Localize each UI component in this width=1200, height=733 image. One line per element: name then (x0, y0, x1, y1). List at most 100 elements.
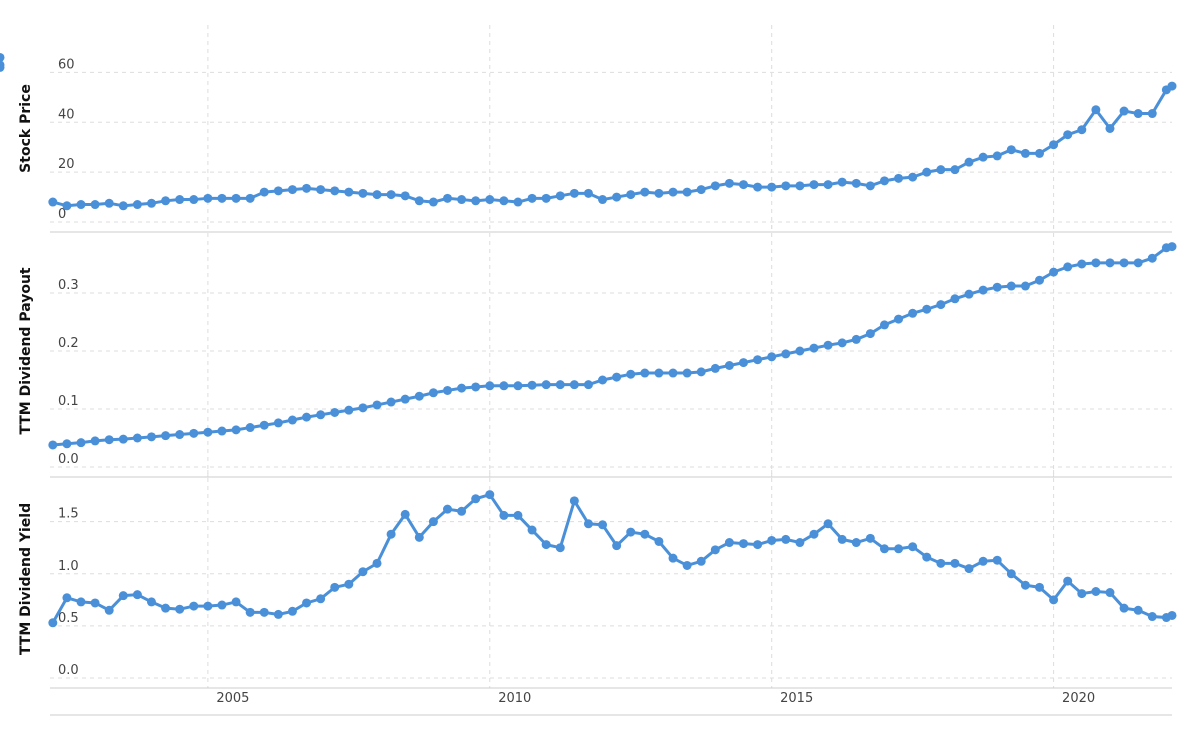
point (1167, 81, 1177, 91)
point (132, 200, 142, 210)
point (90, 436, 100, 446)
point (1167, 610, 1177, 620)
point (964, 289, 974, 299)
x-tick-label: 2020 (1062, 691, 1095, 706)
point (696, 185, 706, 195)
point (330, 407, 340, 417)
point (485, 195, 495, 205)
point (795, 346, 805, 356)
point (626, 369, 636, 379)
point (372, 400, 382, 410)
point (1077, 259, 1087, 269)
point (48, 618, 58, 628)
y-tick-label: 0.1 (58, 394, 79, 409)
point (710, 181, 720, 191)
point (598, 520, 608, 530)
point (76, 438, 86, 448)
point (668, 187, 678, 197)
point (1077, 589, 1087, 599)
point (442, 385, 452, 395)
point (1119, 258, 1129, 268)
point (287, 606, 297, 616)
point (302, 598, 312, 608)
point (922, 304, 932, 314)
point (316, 410, 326, 420)
point (640, 529, 650, 539)
point (358, 403, 368, 413)
point (189, 601, 199, 611)
point (48, 197, 58, 207)
point (90, 598, 100, 608)
point (372, 558, 382, 568)
point (273, 609, 283, 619)
point (696, 556, 706, 566)
point (626, 190, 636, 200)
point (414, 532, 424, 542)
point (386, 190, 396, 200)
point (1049, 595, 1059, 605)
point (344, 579, 354, 589)
point (1035, 582, 1045, 592)
point (287, 185, 297, 195)
point (118, 591, 128, 601)
point (569, 380, 579, 390)
point (865, 533, 875, 543)
point (1147, 253, 1157, 263)
point (809, 343, 819, 353)
point (527, 193, 537, 203)
point (457, 506, 467, 516)
point (654, 188, 664, 198)
point (1147, 612, 1157, 622)
point (950, 165, 960, 175)
point (414, 196, 424, 206)
point (908, 172, 918, 182)
point (767, 352, 777, 362)
point (612, 372, 622, 382)
point (231, 597, 241, 607)
point (879, 176, 889, 186)
point (302, 412, 312, 422)
point (146, 597, 156, 607)
point (499, 196, 509, 206)
point (485, 490, 495, 500)
point (1167, 242, 1177, 252)
point (612, 541, 622, 551)
point (950, 294, 960, 304)
point (189, 195, 199, 205)
point (753, 182, 763, 192)
y-tick-label: 1.0 (58, 559, 79, 574)
point (837, 534, 847, 544)
point (217, 426, 227, 436)
point (879, 320, 889, 330)
point (0, 52, 5, 62)
point (738, 358, 748, 368)
point (668, 553, 678, 563)
point (865, 181, 875, 191)
point (48, 440, 58, 450)
point (1049, 140, 1059, 150)
point (1006, 569, 1016, 579)
y-tick-label: 0.2 (58, 336, 79, 351)
point (175, 604, 185, 614)
point (738, 539, 748, 549)
point (104, 605, 114, 615)
point (386, 529, 396, 539)
point (513, 510, 523, 520)
point (809, 180, 819, 190)
y-axis-title: Stock Price (18, 84, 34, 173)
point (104, 435, 114, 445)
point (598, 195, 608, 205)
point (471, 494, 481, 504)
point (414, 391, 424, 401)
point (1063, 130, 1073, 140)
point (302, 183, 312, 193)
point (964, 564, 974, 574)
point (62, 439, 72, 449)
point (1077, 125, 1087, 135)
point (316, 594, 326, 604)
point (189, 428, 199, 438)
point (358, 188, 368, 198)
point (428, 517, 438, 527)
point (161, 603, 171, 613)
